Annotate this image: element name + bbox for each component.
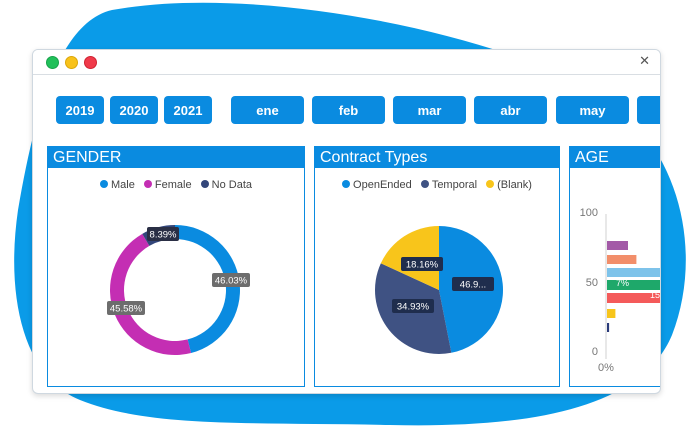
- age-x-tick-0: 0%: [598, 362, 614, 374]
- minimize-dot-icon[interactable]: [65, 56, 78, 69]
- openended-swatch-icon: [342, 180, 351, 188]
- month-button-may[interactable]: may: [556, 96, 629, 124]
- gender-female-data-label: 45.58%: [107, 301, 145, 315]
- age-bar-5[interactable]: [607, 309, 616, 318]
- month-button-partial[interactable]: [637, 96, 660, 124]
- age-y-tick-0: 0: [592, 346, 598, 358]
- age-panel: AGE 100 50 0 0% 7% 15: [569, 146, 661, 387]
- svg-text:34.93%: 34.93%: [397, 302, 430, 313]
- female-swatch-icon: [143, 180, 152, 188]
- age-y-tick-50: 50: [586, 277, 598, 289]
- age-bar-0[interactable]: [607, 241, 628, 250]
- year-button-2019[interactable]: 2019: [56, 96, 104, 124]
- legend-item-female[interactable]: Female: [143, 179, 192, 191]
- gender-panel-title: GENDER: [48, 147, 304, 168]
- age-bar-6[interactable]: [607, 323, 610, 332]
- svg-text:46.9...: 46.9...: [460, 280, 486, 291]
- age-bar-1[interactable]: [607, 255, 637, 264]
- legend-item-male[interactable]: Male: [99, 179, 135, 191]
- legend-item-openended[interactable]: OpenEnded: [342, 179, 412, 191]
- blank-swatch-icon: [486, 180, 495, 188]
- age-bar-2[interactable]: [607, 268, 661, 277]
- contract-blank-data-label: 18.16%: [401, 257, 443, 271]
- male-swatch-icon: [99, 180, 108, 188]
- gender-female-slice[interactable]: [110, 233, 192, 355]
- gender-no-data-data-label: 8.39%: [147, 227, 179, 241]
- no-data-swatch-icon: [200, 180, 209, 188]
- gender-legend: Male Female No Data: [48, 179, 304, 191]
- contract-panel: Contract Types OpenEnded Temporal (Blank…: [314, 146, 560, 387]
- app-window: ✕ 2019 2020 2021 ene feb mar abr may GEN…: [32, 49, 661, 394]
- month-button-mar[interactable]: mar: [393, 96, 466, 124]
- maximize-dot-icon[interactable]: [46, 56, 59, 69]
- temporal-swatch-icon: [420, 180, 429, 188]
- contract-temporal-data-label: 34.93%: [392, 299, 434, 313]
- svg-text:18.16%: 18.16%: [406, 260, 439, 271]
- gender-panel: GENDER Male Female No Data 46.03% 45.58% 8…: [47, 146, 305, 387]
- gender-donut-chart: 46.03% 45.58% 8.39%: [107, 225, 250, 355]
- age-bar-4[interactable]: [607, 293, 661, 303]
- legend-item-temporal[interactable]: Temporal: [420, 179, 478, 191]
- svg-text:45.58%: 45.58%: [110, 304, 143, 315]
- legend-item-no-data[interactable]: No Data: [200, 179, 252, 191]
- contract-legend: OpenEnded Temporal (Blank): [315, 179, 559, 191]
- svg-text:46.03%: 46.03%: [215, 276, 248, 287]
- contract-pie-chart: 46.9... 34.93% 18.16%: [375, 226, 503, 354]
- age-y-tick-100: 100: [580, 207, 598, 219]
- year-button-2021[interactable]: 2021: [164, 96, 212, 124]
- age-bar-3[interactable]: [607, 280, 661, 290]
- month-button-feb[interactable]: feb: [312, 96, 385, 124]
- gender-male-data-label: 46.03%: [212, 273, 250, 287]
- window-titlebar: ✕: [33, 50, 660, 75]
- gender-male-slice[interactable]: [175, 225, 241, 353]
- legend-label-blank: (Blank): [497, 179, 532, 191]
- age-bar-label-15: 15: [650, 290, 660, 300]
- svg-text:8.39%: 8.39%: [150, 230, 177, 241]
- age-bar-chart: 100 50 0 0% 7% 15: [580, 207, 661, 374]
- year-button-2020[interactable]: 2020: [110, 96, 158, 124]
- month-button-abr[interactable]: abr: [474, 96, 547, 124]
- legend-label-temporal: Temporal: [431, 179, 478, 191]
- legend-label-female: Female: [154, 179, 192, 191]
- close-icon[interactable]: ✕: [639, 53, 650, 68]
- legend-label-male: Male: [110, 179, 135, 191]
- age-bar-label-7: 7%: [616, 278, 629, 288]
- age-panel-title: AGE: [570, 147, 660, 168]
- legend-item-blank[interactable]: (Blank): [486, 179, 532, 191]
- legend-label-openended: OpenEnded: [353, 179, 412, 191]
- contract-panel-title: Contract Types: [315, 147, 559, 168]
- month-button-ene[interactable]: ene: [231, 96, 304, 124]
- contract-openended-data-label: 46.9...: [452, 277, 494, 291]
- close-dot-icon[interactable]: [84, 56, 97, 69]
- legend-label-no-data: No Data: [211, 179, 252, 191]
